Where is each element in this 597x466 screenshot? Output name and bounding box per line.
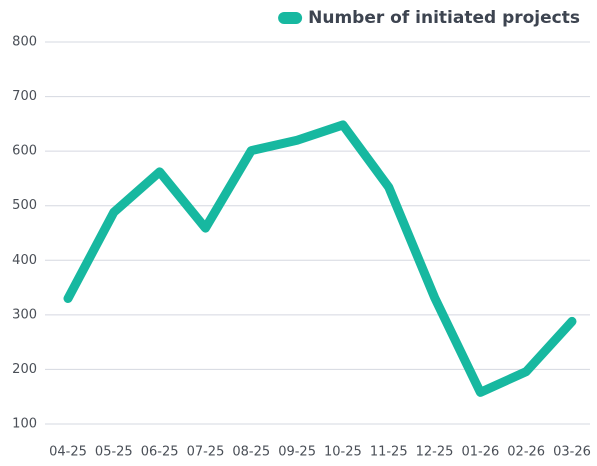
y-tick-label: 600 <box>12 144 37 159</box>
y-tick-label: 700 <box>12 89 37 104</box>
x-tick-label: 06-25 <box>141 445 179 460</box>
y-tick-label: 100 <box>12 417 37 432</box>
x-tick-label: 11-25 <box>370 445 408 460</box>
x-tick-label: 01-26 <box>461 445 499 460</box>
x-tick-label: 09-25 <box>278 445 316 460</box>
y-tick-label: 300 <box>12 307 37 322</box>
y-tick-label: 200 <box>12 362 37 377</box>
x-tick-label: 12-25 <box>416 445 454 460</box>
y-tick-label: 800 <box>12 35 37 50</box>
legend-swatch <box>278 12 303 24</box>
x-tick-label: 07-25 <box>187 445 225 460</box>
y-tick-label: 400 <box>12 253 37 268</box>
x-tick-label: 05-25 <box>95 445 133 460</box>
x-tick-label: 04-25 <box>49 445 87 460</box>
y-tick-label: 500 <box>12 198 37 213</box>
line-series <box>63 120 577 397</box>
legend-label: Number of initiated projects <box>308 8 580 28</box>
x-tick-label: 10-25 <box>324 445 362 460</box>
x-tick-label: 03-26 <box>553 445 591 460</box>
x-tick-label: 02-26 <box>507 445 545 460</box>
x-tick-label: 08-25 <box>232 445 270 460</box>
